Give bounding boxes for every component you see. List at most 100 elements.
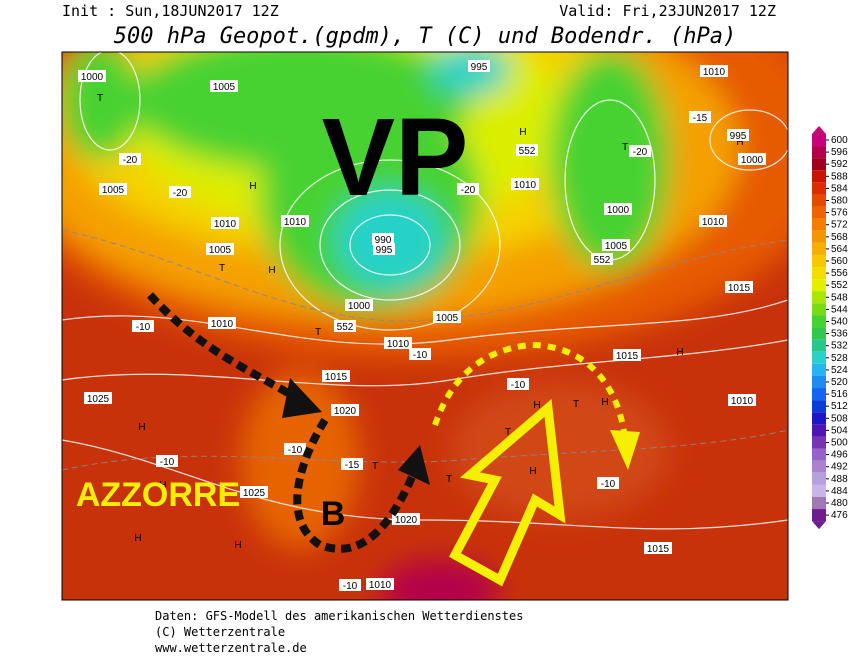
- label-box: [339, 579, 361, 591]
- colorbar-label: 512: [831, 401, 848, 412]
- colorbar-label: 476: [831, 510, 848, 521]
- label-box: [511, 178, 539, 190]
- label-box: [728, 394, 756, 406]
- pressure-center: H: [533, 400, 540, 411]
- isobar-label: -10: [413, 350, 428, 361]
- isobar-label: -10: [601, 479, 616, 490]
- colorbar-label: 548: [831, 292, 848, 303]
- arrow-head: [398, 445, 430, 485]
- colorbar-end: [812, 521, 826, 530]
- footer-source: Daten: GFS-Modell des amerikanischen Wet…: [155, 609, 523, 623]
- isobar-label: 1005: [213, 82, 236, 93]
- isobar-label: 1015: [728, 283, 751, 294]
- label-box: [725, 281, 753, 293]
- colorbar-label: 536: [831, 329, 848, 340]
- color-swatch: [812, 424, 826, 437]
- color-swatch: [812, 327, 826, 340]
- isobar-label: 1025: [243, 488, 266, 499]
- label-box: [240, 486, 268, 498]
- pressure-center: T: [219, 263, 225, 274]
- color-swatch: [812, 315, 826, 328]
- vp-label: VP: [322, 96, 469, 219]
- color-swatch: [812, 218, 826, 231]
- label-box: [84, 392, 112, 404]
- label-box: [284, 443, 306, 455]
- colorbar-label: 500: [831, 438, 848, 449]
- pressure-center: T: [372, 461, 378, 472]
- colorbar-label: 592: [831, 159, 848, 170]
- colorbar-label: 572: [831, 220, 848, 231]
- label-box: [345, 299, 373, 311]
- label-box: [322, 370, 350, 382]
- color-swatch: [812, 339, 826, 352]
- valid-time: Valid: Fri,23JUN2017 12Z: [559, 2, 776, 20]
- colorbar-label: 588: [831, 171, 848, 182]
- isobar-label: 1010: [703, 67, 726, 78]
- isobar-label: 552: [519, 146, 536, 157]
- colorbar-label: 584: [831, 183, 848, 194]
- isobar-label: 995: [376, 245, 393, 256]
- isobar-label: -20: [123, 155, 138, 166]
- pressure-center: H: [268, 265, 275, 276]
- color-swatch: [812, 388, 826, 401]
- isobar-label: 1005: [209, 245, 232, 256]
- label-box: [602, 239, 630, 251]
- low-label: B: [321, 495, 346, 533]
- label-box: [156, 455, 178, 467]
- color-swatch: [812, 351, 826, 364]
- color-swatch: [812, 509, 826, 522]
- azzorre-label: AZZORRE: [76, 476, 240, 514]
- isobar-label: -10: [136, 322, 151, 333]
- label-box: [78, 70, 106, 82]
- color-swatch: [812, 460, 826, 473]
- color-swatch: [812, 254, 826, 268]
- colorbar-label: 480: [831, 498, 848, 509]
- colorbar-label: 484: [831, 486, 848, 497]
- map-frame: [61, 51, 789, 601]
- isobar-label: 1010: [284, 217, 307, 228]
- label-box: [604, 203, 632, 215]
- label-box: [119, 153, 141, 165]
- isobar-label: 1020: [395, 515, 418, 526]
- label-box: [210, 80, 238, 92]
- label-box: [700, 65, 728, 77]
- label-box: [699, 215, 727, 227]
- isobar-label: -10: [288, 445, 303, 456]
- color-swatch: [812, 400, 826, 413]
- colorbar-label: 568: [831, 232, 848, 243]
- color-swatch: [812, 194, 826, 207]
- label-box: [366, 578, 394, 590]
- label-box: [597, 477, 619, 489]
- pressure-center: H: [159, 480, 166, 491]
- isobar-label: 1000: [81, 72, 104, 83]
- colorbar-label: 560: [831, 256, 848, 267]
- color-swatch: [812, 363, 826, 376]
- label-box: [738, 153, 766, 165]
- map-field: [62, 52, 788, 600]
- label-box: [281, 215, 309, 227]
- color-swatch: [812, 242, 826, 255]
- isobar-label: 990: [375, 235, 392, 246]
- colorbar-label: 580: [831, 196, 848, 207]
- color-swatch: [812, 436, 826, 449]
- colorbar-label: 524: [831, 365, 848, 376]
- color-swatch: [812, 182, 826, 195]
- isobar-label: -20: [461, 185, 476, 196]
- isobar-label: 1010: [387, 339, 410, 350]
- colorbar-label: 528: [831, 353, 848, 364]
- init-time: Init : Sun,18JUN2017 12Z: [62, 2, 279, 20]
- label-box: [644, 542, 672, 554]
- colorbar-label: 504: [831, 425, 848, 436]
- label-box: [99, 183, 127, 195]
- colorbar-label: 508: [831, 413, 848, 424]
- map-title: 500 hPa Geopot.(gpdm), T (C) und Bodendr…: [114, 24, 737, 49]
- colorbar-label: 564: [831, 244, 848, 255]
- colorbar-label: 544: [831, 304, 848, 315]
- color-swatch: [812, 158, 826, 171]
- color-swatch: [812, 291, 826, 304]
- isobar-label: 1015: [647, 544, 670, 555]
- black-arrow: [147, 292, 303, 404]
- label-box: [331, 404, 359, 416]
- color-swatch: [812, 375, 826, 389]
- isobar-label: 1005: [436, 313, 459, 324]
